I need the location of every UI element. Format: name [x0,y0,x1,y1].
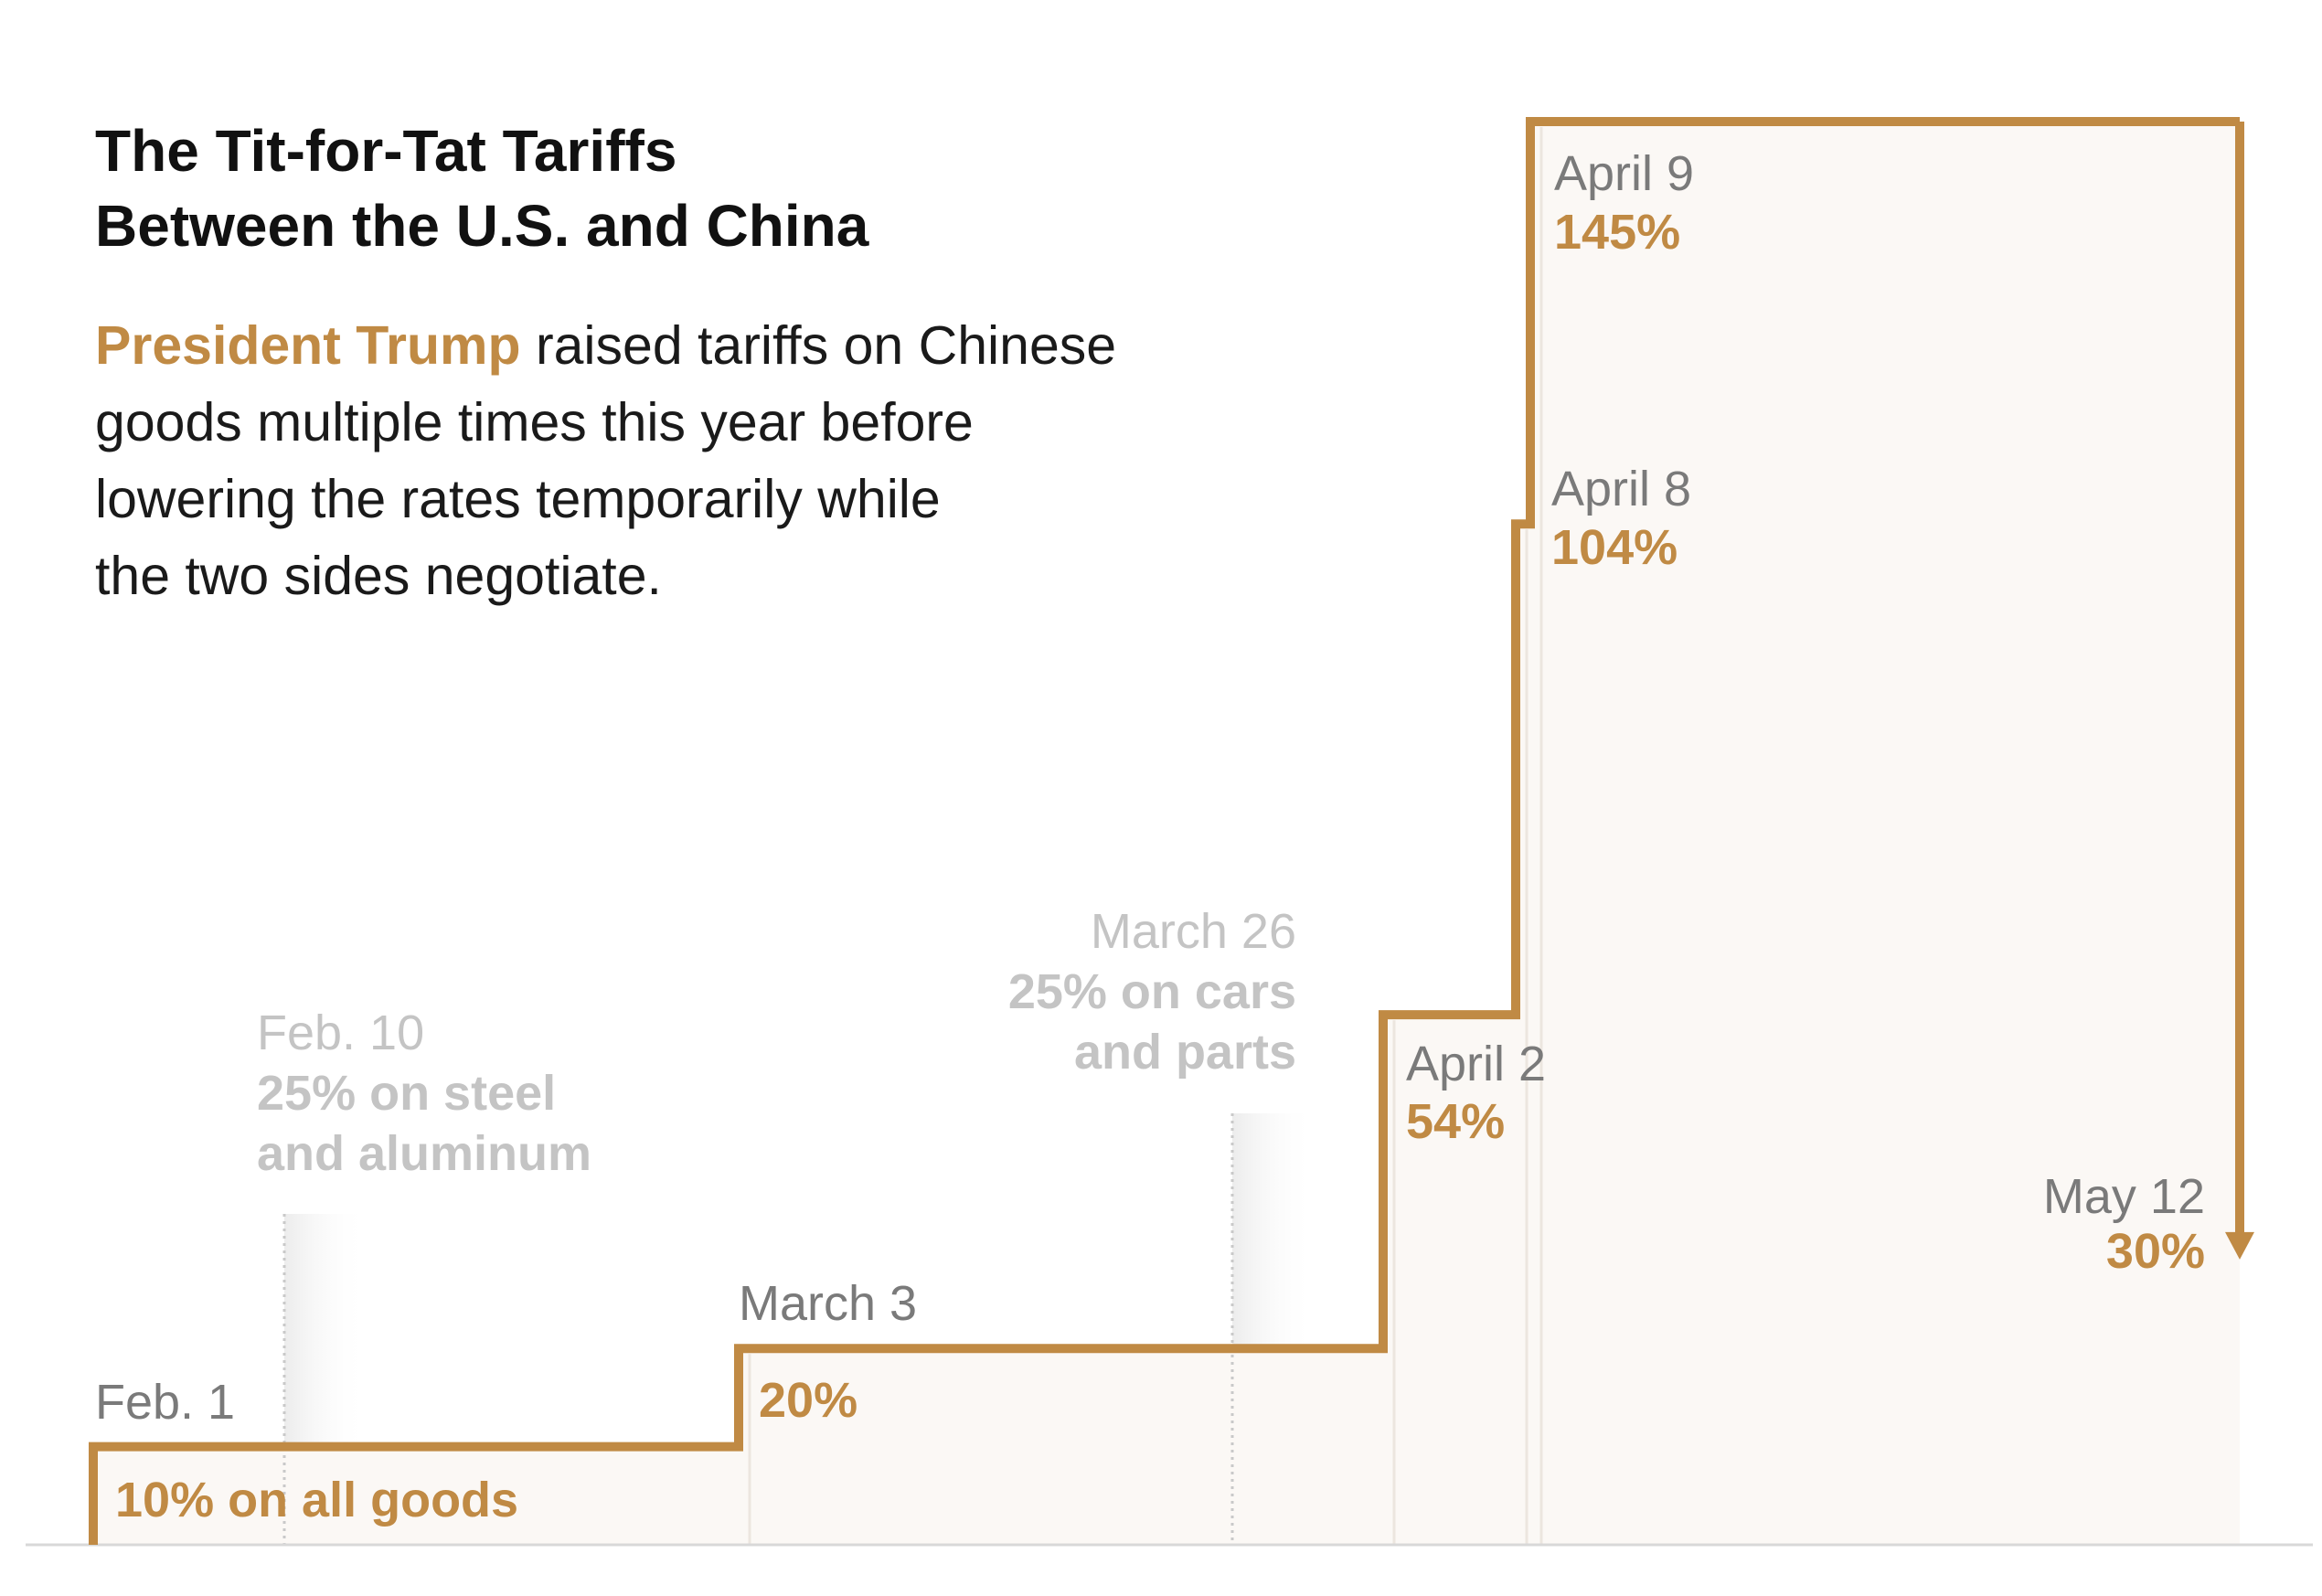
subtitle-line-4: the two sides negotiate. [95,546,662,606]
subtitle-line-2: goods multiple times this year before [95,392,974,452]
tariff-area-fill [93,122,2240,1545]
chart-fill-layer [93,122,2240,1545]
chart-subtitle: President Trump raised tariffs on Chines… [95,307,1265,614]
step-value-label: 145% [1554,205,1680,260]
chart-line-layer [26,117,2313,1547]
step-date-label: April 8 [1551,462,1691,516]
step-date-label: March 3 [739,1276,917,1331]
subtitle-line-3: lowering the rates temporarily while [95,469,941,529]
tariff-step-line [89,117,2240,1545]
chart-label-layer: Feb. 1 10% on all goods March 3 20% April 25… [95,146,2205,1527]
annotation-date-label: Feb. 10 [257,1005,424,1060]
tariff-drop-arrowhead [2225,1231,2254,1260]
chart-title: The Tit-for-Tat Tariffs Between the U.S.… [95,113,1009,263]
subtitle-line-1: President Trump raised tariffs on Chines… [95,307,1265,384]
step-date-label: Feb. 1 [95,1375,235,1430]
step-date-label: April 9 [1554,146,1694,201]
step-value-label: 30% [2106,1224,2205,1279]
step-date-label: April 2 [1406,1037,1546,1091]
annotation-detail-label: and aluminum [257,1126,591,1181]
chart-title-line-1: The Tit-for-Tat Tariffs [95,118,677,184]
annotation-detail-label: 25% on steel [257,1066,556,1121]
step-value-label: 10% on all goods [115,1473,518,1527]
annotation-date-label: March 26 [1091,904,1296,959]
annotation-detail-label: and parts [1074,1025,1296,1080]
step-value-label: 54% [1406,1094,1505,1149]
annotation-detail-label: 25% on cars [1008,964,1296,1019]
annotation-shade-layer [282,1113,1315,1545]
step-value-label: 20% [759,1373,857,1428]
chart-title-line-2: Between the U.S. and China [95,193,869,259]
step-date-label: May 12 [2043,1169,2205,1224]
subtitle-highlight: President Trump [95,315,521,376]
annotation-shade [284,1214,367,1447]
step-value-label: 104% [1551,520,1678,575]
annotation-shade [1232,1113,1315,1349]
subtitle-line-1-rest: raised tariffs on Chinese [520,315,1117,376]
